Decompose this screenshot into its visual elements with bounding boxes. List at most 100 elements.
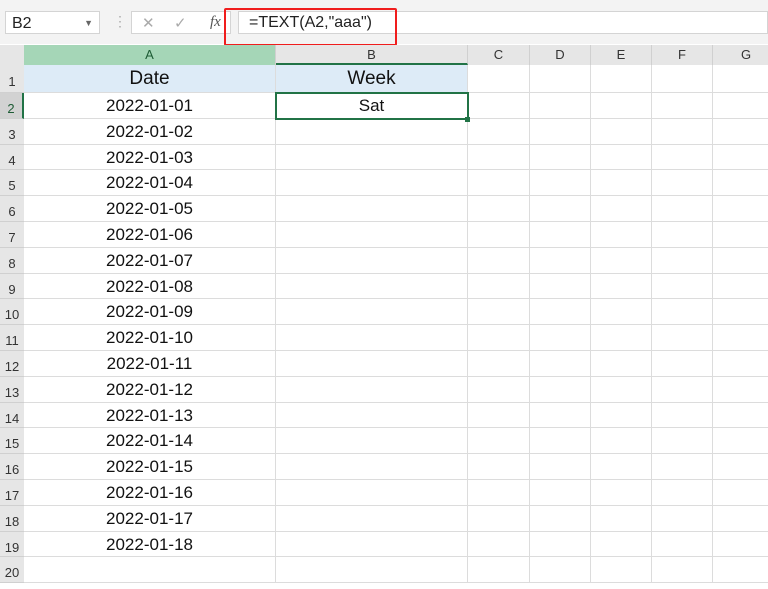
date-cell[interactable]: 2022-01-18 bbox=[24, 532, 276, 557]
cell[interactable] bbox=[713, 119, 768, 145]
cell[interactable] bbox=[713, 454, 768, 480]
cell[interactable] bbox=[276, 532, 468, 557]
cell[interactable] bbox=[530, 325, 591, 351]
column-header-c[interactable]: C bbox=[468, 45, 530, 65]
cell[interactable] bbox=[468, 480, 530, 506]
cell[interactable] bbox=[468, 93, 530, 119]
column-header-b[interactable]: B bbox=[276, 45, 468, 65]
cell[interactable] bbox=[652, 65, 713, 93]
row-header[interactable]: 10 bbox=[0, 299, 24, 325]
name-box[interactable]: B2 ▼ bbox=[5, 11, 100, 34]
cell[interactable] bbox=[652, 377, 713, 403]
header-week[interactable]: Week bbox=[276, 65, 468, 93]
cell[interactable] bbox=[591, 274, 652, 299]
cell[interactable] bbox=[530, 377, 591, 403]
cell[interactable] bbox=[652, 299, 713, 325]
cell[interactable] bbox=[591, 325, 652, 351]
date-cell[interactable]: 2022-01-07 bbox=[24, 248, 276, 274]
cell[interactable] bbox=[468, 325, 530, 351]
cell[interactable] bbox=[530, 274, 591, 299]
cell[interactable] bbox=[652, 248, 713, 274]
cell[interactable] bbox=[591, 119, 652, 145]
cell[interactable] bbox=[276, 428, 468, 454]
cell[interactable] bbox=[591, 532, 652, 557]
row-header[interactable]: 17 bbox=[0, 480, 24, 506]
column-header-a[interactable]: A bbox=[24, 45, 276, 65]
column-header-g[interactable]: G bbox=[713, 45, 768, 65]
cell[interactable] bbox=[713, 428, 768, 454]
cell[interactable] bbox=[468, 377, 530, 403]
date-cell[interactable]: 2022-01-04 bbox=[24, 170, 276, 196]
cell[interactable] bbox=[652, 480, 713, 506]
cell[interactable] bbox=[591, 222, 652, 248]
cell[interactable] bbox=[276, 222, 468, 248]
cell[interactable] bbox=[530, 299, 591, 325]
cell[interactable] bbox=[591, 145, 652, 170]
cancel-icon[interactable]: ✕ bbox=[142, 15, 155, 32]
cell[interactable] bbox=[468, 248, 530, 274]
cell[interactable] bbox=[24, 557, 276, 583]
column-header-e[interactable]: E bbox=[591, 45, 652, 65]
cell[interactable] bbox=[468, 506, 530, 532]
cell[interactable] bbox=[591, 170, 652, 196]
cell[interactable] bbox=[468, 119, 530, 145]
drag-handle-icon[interactable]: ⋮ bbox=[113, 13, 127, 29]
cell[interactable] bbox=[591, 65, 652, 93]
date-cell[interactable]: 2022-01-13 bbox=[24, 403, 276, 428]
insert-function-icon[interactable]: fx bbox=[210, 14, 221, 30]
date-cell[interactable]: 2022-01-09 bbox=[24, 299, 276, 325]
row-header[interactable]: 2 bbox=[0, 93, 24, 119]
row-header[interactable]: 7 bbox=[0, 222, 24, 248]
cell[interactable] bbox=[652, 506, 713, 532]
header-date[interactable]: Date bbox=[24, 65, 276, 93]
cell[interactable] bbox=[713, 377, 768, 403]
cell-b2-selected[interactable]: Sat bbox=[275, 92, 469, 120]
cell[interactable] bbox=[276, 403, 468, 428]
cell[interactable] bbox=[591, 557, 652, 583]
date-cell[interactable]: 2022-01-06 bbox=[24, 222, 276, 248]
row-header[interactable]: 18 bbox=[0, 506, 24, 532]
cell[interactable] bbox=[591, 248, 652, 274]
cell[interactable] bbox=[713, 145, 768, 170]
row-header[interactable]: 3 bbox=[0, 119, 24, 145]
cell[interactable] bbox=[530, 454, 591, 480]
cell[interactable] bbox=[468, 557, 530, 583]
cell[interactable] bbox=[652, 532, 713, 557]
cell[interactable] bbox=[530, 170, 591, 196]
cell[interactable] bbox=[276, 145, 468, 170]
cell[interactable] bbox=[591, 428, 652, 454]
cell[interactable] bbox=[468, 65, 530, 93]
cell[interactable] bbox=[530, 196, 591, 222]
cell[interactable] bbox=[713, 351, 768, 377]
cell[interactable] bbox=[276, 480, 468, 506]
cell[interactable] bbox=[652, 93, 713, 119]
cell[interactable] bbox=[652, 274, 713, 299]
cell[interactable] bbox=[468, 351, 530, 377]
date-cell[interactable]: 2022-01-10 bbox=[24, 325, 276, 351]
confirm-icon[interactable]: ✓ bbox=[174, 15, 187, 32]
cell[interactable] bbox=[530, 65, 591, 93]
cell[interactable] bbox=[652, 557, 713, 583]
cell[interactable] bbox=[276, 196, 468, 222]
cell[interactable] bbox=[530, 403, 591, 428]
row-header[interactable]: 13 bbox=[0, 377, 24, 403]
cell[interactable] bbox=[276, 351, 468, 377]
cell[interactable] bbox=[713, 557, 768, 583]
cell[interactable] bbox=[530, 506, 591, 532]
row-header[interactable]: 14 bbox=[0, 403, 24, 428]
cell[interactable] bbox=[468, 454, 530, 480]
cell[interactable] bbox=[591, 93, 652, 119]
cell[interactable] bbox=[591, 377, 652, 403]
cell[interactable] bbox=[468, 403, 530, 428]
cell[interactable] bbox=[652, 119, 713, 145]
cell[interactable] bbox=[530, 532, 591, 557]
cell[interactable] bbox=[276, 377, 468, 403]
cell[interactable] bbox=[591, 506, 652, 532]
select-all-button[interactable] bbox=[0, 45, 24, 65]
cell[interactable] bbox=[591, 480, 652, 506]
cell[interactable] bbox=[468, 145, 530, 170]
date-cell[interactable]: 2022-01-03 bbox=[24, 145, 276, 170]
cell[interactable] bbox=[713, 325, 768, 351]
date-cell[interactable]: 2022-01-02 bbox=[24, 119, 276, 145]
row-header[interactable]: 9 bbox=[0, 274, 24, 299]
